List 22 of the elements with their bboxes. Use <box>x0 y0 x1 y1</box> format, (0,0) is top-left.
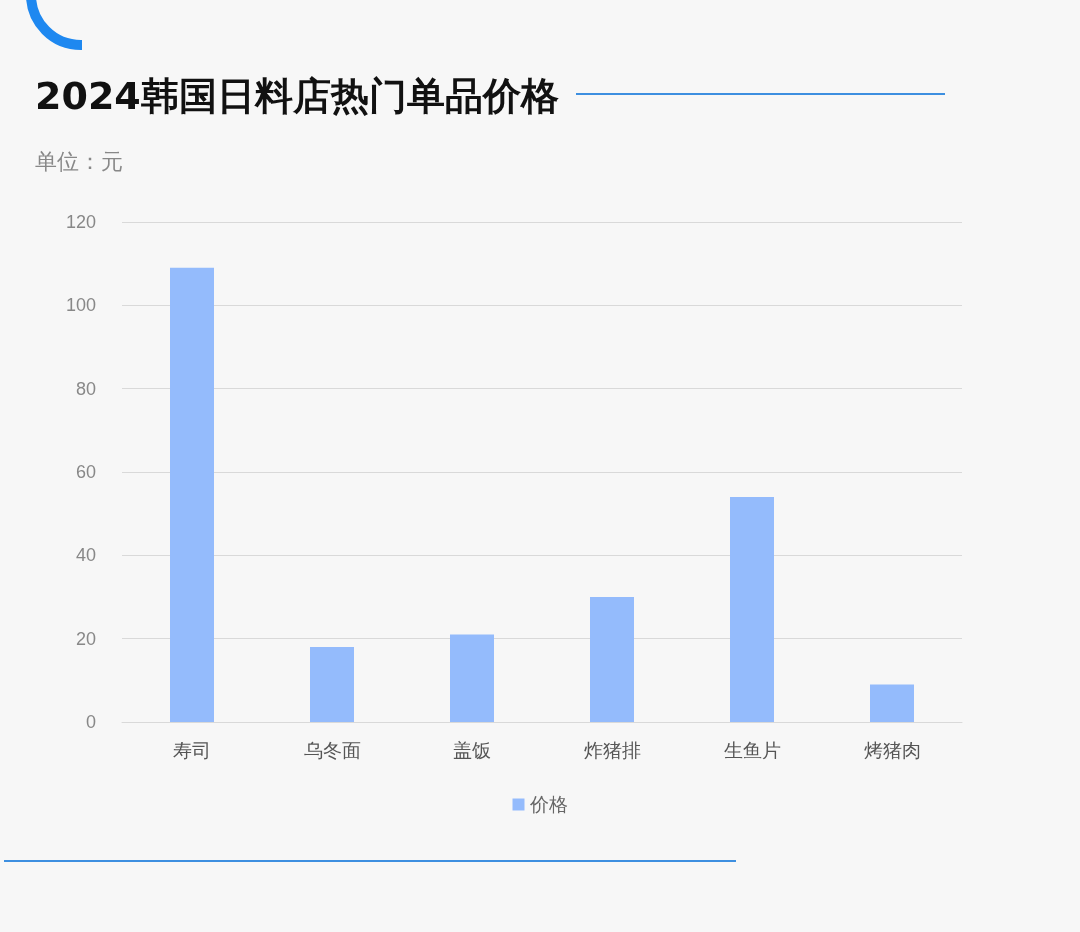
y-tick-label: 0 <box>85 712 96 732</box>
y-tick-label: 40 <box>75 545 96 566</box>
y-tick-label: 80 <box>75 378 96 399</box>
bar <box>310 647 354 722</box>
bar <box>870 684 914 722</box>
x-tick-label: 盖饭 <box>453 738 491 761</box>
y-tick-label: 120 <box>65 212 96 232</box>
x-tick-label: 炸猪排 <box>583 738 641 761</box>
y-tick-label: 60 <box>75 462 96 482</box>
x-tick-label: 乌冬面 <box>303 738 361 761</box>
y-tick-label: 20 <box>75 628 96 649</box>
x-tick-label: 生鱼片 <box>723 738 781 761</box>
bar <box>170 267 214 722</box>
legend-label: 价格 <box>528 794 568 815</box>
bar <box>450 634 494 722</box>
y-tick-label: 100 <box>65 295 96 316</box>
x-tick-label: 寿司 <box>173 738 211 761</box>
bar <box>730 497 774 722</box>
chart-subtitle: 单位：元 <box>35 148 123 174</box>
x-tick-label: 烤猪肉 <box>863 738 921 761</box>
chart-title: 2024韩国日料店热门单品价格 <box>35 74 559 118</box>
bar <box>590 597 634 722</box>
